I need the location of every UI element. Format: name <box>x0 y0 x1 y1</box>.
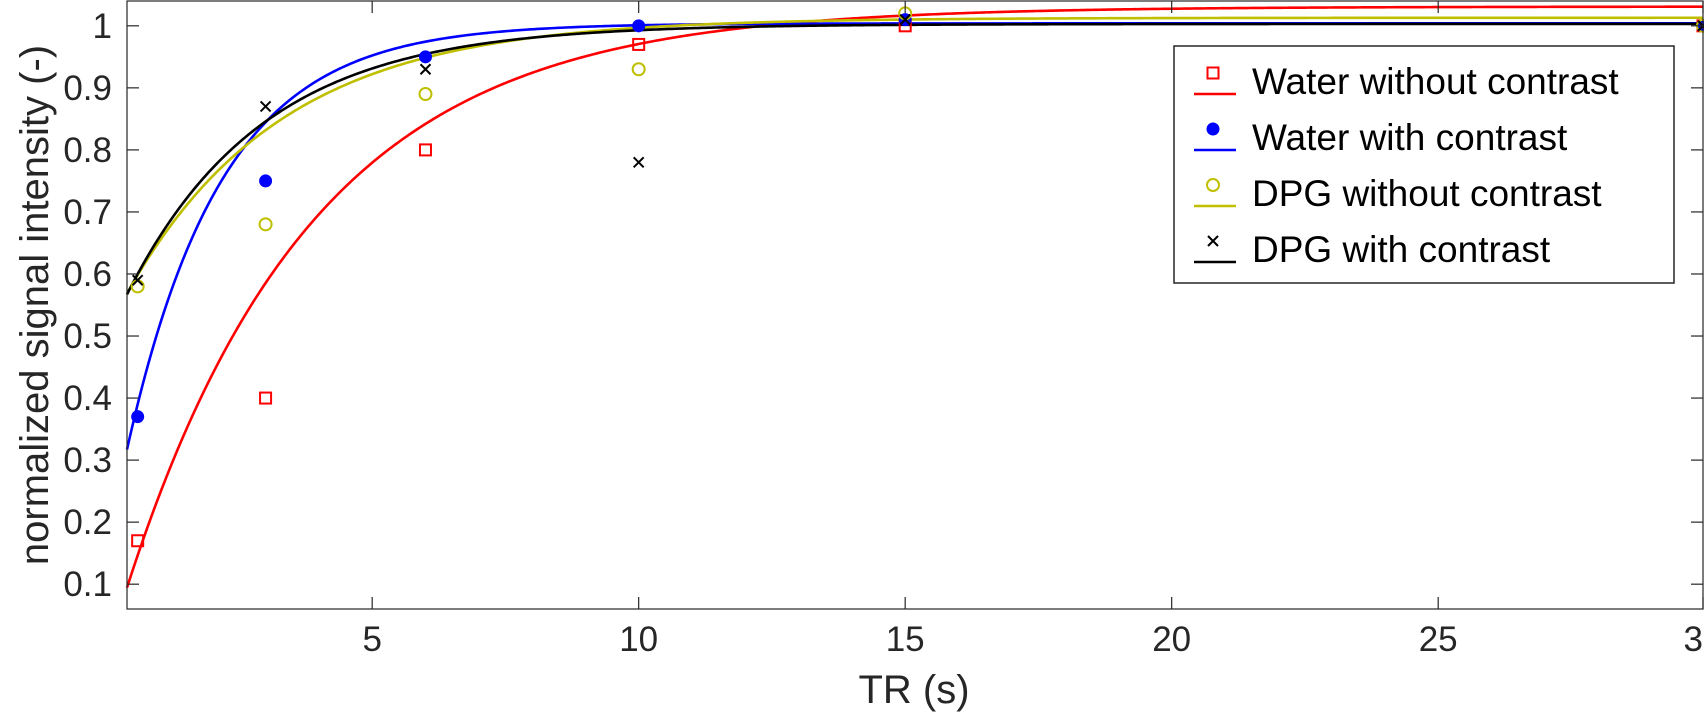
data-point-water-without-contrast <box>131 534 145 548</box>
plot-area-border <box>126 0 1704 610</box>
legend-label-water-with-contrast: Water with contrast <box>1252 117 1568 158</box>
data-point-water-with-contrast <box>259 174 273 188</box>
y-axis-title: normalized signal intensity (-) <box>13 45 57 565</box>
y-tick-label: 0.5 <box>63 317 112 356</box>
y-axis-ticks: 0.1 0.2 0.3 0.4 0.5 0.6 0.7 0.8 0.9 1 <box>63 7 1703 604</box>
data-point-dpg-with-contrast <box>899 13 911 26</box>
y-tick-label: 0.7 <box>63 193 112 232</box>
data-point-water-with-contrast <box>131 410 145 424</box>
x-tick-label: 30 <box>1684 620 1704 659</box>
legend-box <box>1173 45 1675 284</box>
data-point-dpg-with-contrast <box>131 274 144 286</box>
x-marker-stroke <box>259 100 272 113</box>
x-tick-label: 25 <box>1419 620 1458 659</box>
y-tick-label: 0.4 <box>63 379 112 418</box>
data-point-water-without-contrast <box>418 143 432 157</box>
x-tick-label: 20 <box>1152 620 1191 659</box>
x-marker-stroke <box>131 274 144 286</box>
data-point-dpg-without-contrast <box>258 217 273 232</box>
fit-curve-water-without-contrast <box>125 5 1703 589</box>
x-tick-label: 10 <box>619 620 658 659</box>
y-tick-label: 0.6 <box>63 255 112 294</box>
legend-label-dpg-without-contrast: DPG without contrast <box>1252 173 1602 214</box>
x-marker-stroke <box>899 13 911 26</box>
legend-marker-dpg-with-contrast <box>1207 235 1219 247</box>
y-tick-label: 0.2 <box>63 503 112 542</box>
x-marker-stroke <box>419 63 432 75</box>
data-point-dpg-without-contrast <box>418 87 433 102</box>
data-point-dpg-without-contrast <box>631 62 646 77</box>
y-tick-label: 0.9 <box>63 69 112 108</box>
x-axis-title: TR (s) <box>858 668 969 712</box>
x-tick-label: 15 <box>886 620 925 659</box>
data-point-water-without-contrast <box>632 37 646 51</box>
y-tick-label: 1 <box>93 7 112 46</box>
x-marker-stroke <box>632 156 645 169</box>
data-point-dpg-with-contrast <box>259 100 272 113</box>
legend: Water without contrast Water with contras… <box>1173 45 1675 284</box>
y-tick-label: 0.1 <box>63 565 112 604</box>
fit-curve-dpg-without-contrast <box>125 16 1703 295</box>
y-tick-label: 0.3 <box>63 441 112 480</box>
x-marker-stroke <box>1207 235 1219 247</box>
y-tick-label: 0.8 <box>63 131 112 170</box>
data-point-dpg-with-contrast <box>632 156 645 169</box>
x-tick-label: 5 <box>362 620 381 659</box>
fit-curve-dpg-with-contrast <box>125 22 1703 296</box>
fit-curves <box>125 5 1703 589</box>
legend-label-dpg-with-contrast: DPG with contrast <box>1252 229 1551 270</box>
data-point-water-with-contrast <box>632 19 646 33</box>
legend-marker-water-with-contrast <box>1206 122 1220 136</box>
data-point-dpg-with-contrast <box>419 63 432 75</box>
legend-marker-dpg-without-contrast <box>1206 178 1220 192</box>
data-point-water-with-contrast <box>418 50 432 64</box>
legend-label-water-without-contrast: Water without contrast <box>1252 61 1619 102</box>
legend-marker-water-without-contrast <box>1206 66 1220 80</box>
x-axis-ticks: 5 10 15 20 25 30 <box>362 1 1704 659</box>
data-point-water-without-contrast <box>259 391 273 405</box>
